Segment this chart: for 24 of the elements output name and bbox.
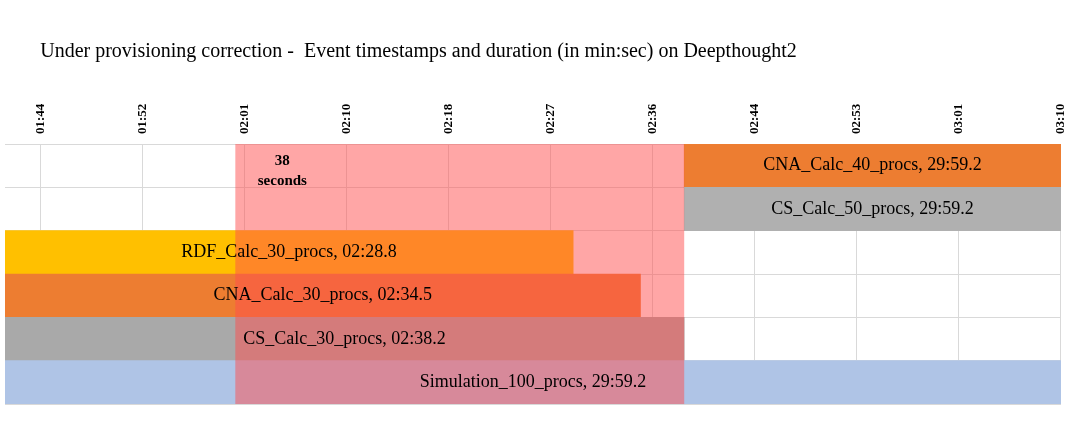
annotation: CS_Calc_30_procs, 02:38.2 xyxy=(243,327,446,348)
band-label: 38 seconds xyxy=(257,152,308,189)
annotation: RDF_Calc_30_procs, 02:28.8 xyxy=(181,241,397,262)
x-tick-label: 02:27 xyxy=(541,103,557,134)
bar xyxy=(683,187,1061,231)
bar xyxy=(5,273,641,318)
chart-title: Under provisioning correction - Event timestamps and duration (in min:sec) on Deepthought2 xyxy=(40,39,797,63)
x-tick-label: 02:18 xyxy=(439,103,455,134)
x-tick-label: 02:01 xyxy=(235,103,251,134)
x-tick-label: 02:10 xyxy=(337,103,353,134)
annotation: CNA_Calc_30_procs, 02:34.5 xyxy=(213,284,432,305)
bar xyxy=(5,317,685,361)
bar xyxy=(683,144,1061,188)
x-tick-label: 03:10 xyxy=(1052,103,1068,134)
x-tick-label: 02:44 xyxy=(745,103,761,134)
bar xyxy=(5,230,574,275)
x-tick-label: 01:52 xyxy=(133,103,149,134)
x-tick-label: 03:01 xyxy=(950,103,966,134)
annotation: CS_Calc_50_procs, 29:59.2 xyxy=(771,197,974,218)
annotation: CNA_Calc_40_procs, 29:59.2 xyxy=(763,154,982,175)
x-tick-label: 02:53 xyxy=(848,103,864,134)
annotation: Simulation_100_procs, 29:59.2 xyxy=(419,371,647,392)
x-tick-label: 01:44 xyxy=(31,103,47,134)
x-tick-label: 02:36 xyxy=(643,103,659,134)
